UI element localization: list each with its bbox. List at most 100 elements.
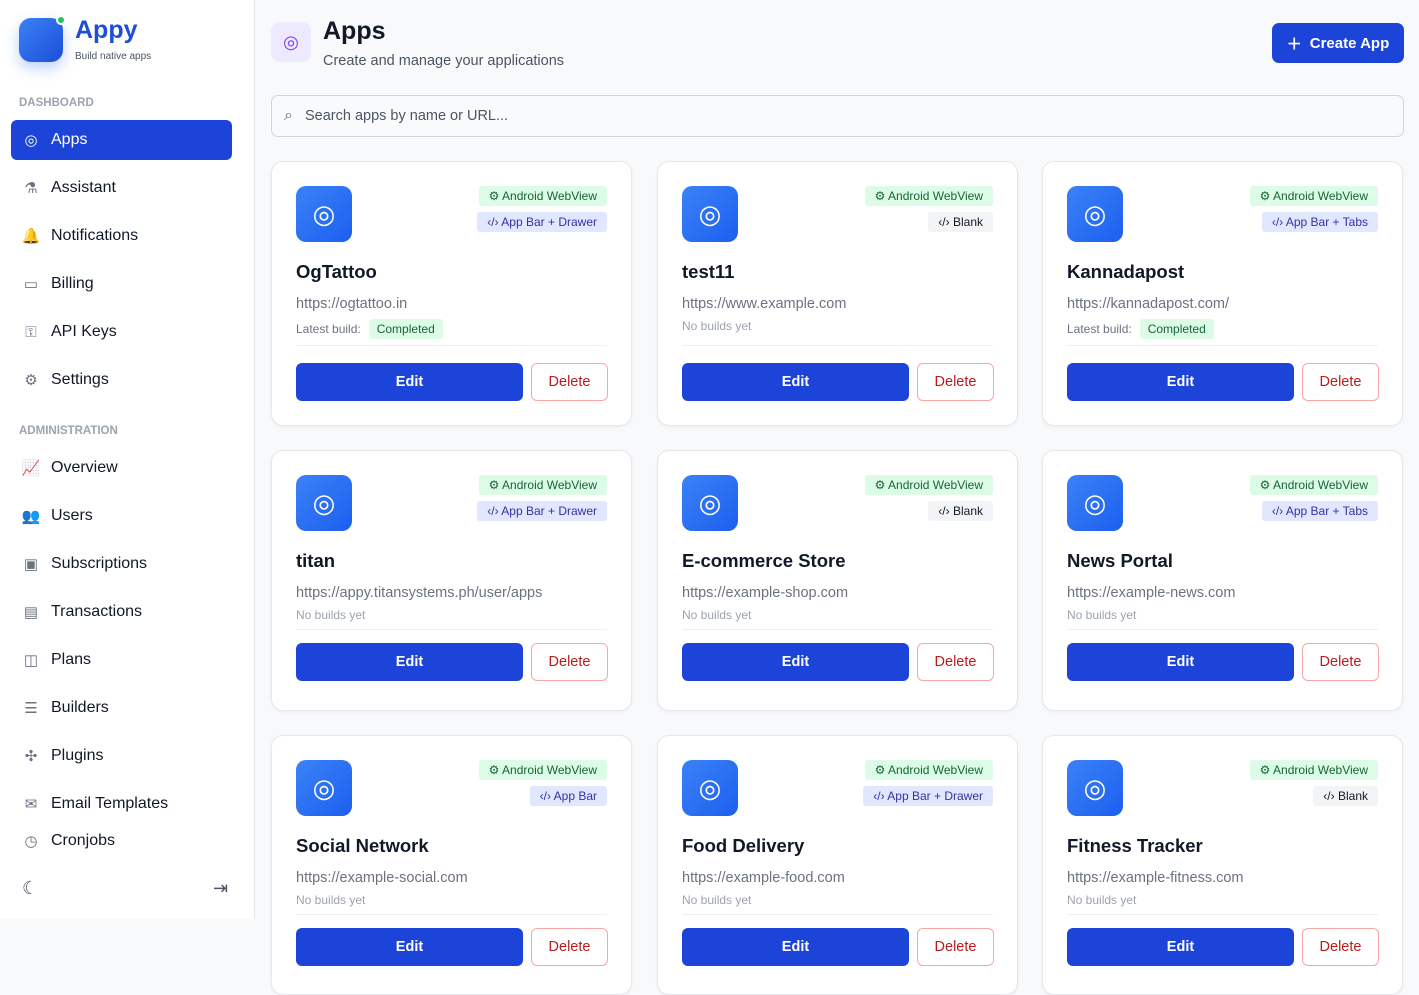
sidebar-item-label: Settings <box>51 371 109 388</box>
sidebar-item-overview[interactable]: 📈 Overview <box>11 448 232 488</box>
edit-button[interactable]: Edit <box>296 363 523 401</box>
divider <box>682 345 993 346</box>
app-url: https://example-shop.com <box>682 585 849 601</box>
sidebar-item-label: API Keys <box>51 323 117 340</box>
section-dashboard: DASHBOARD <box>19 97 94 109</box>
edit-button[interactable]: Edit <box>1067 643 1294 681</box>
divider <box>296 629 607 630</box>
sidebar-item-plans[interactable]: ◫ Plans <box>11 640 232 680</box>
divider <box>296 914 607 915</box>
build-status: No builds yet <box>1067 893 1137 907</box>
app-card: ◎ ⚙ Android WebView ‹/› Blank Fitness Tr… <box>1042 735 1403 995</box>
sidebar-item-users[interactable]: 👥 Users <box>11 496 232 536</box>
platform-badge: ⚙ Android WebView <box>1249 760 1378 780</box>
app-name: Fitness Tracker <box>1067 835 1203 856</box>
divider <box>682 629 993 630</box>
app-url: https://appy.titansystems.ph/user/apps <box>296 585 543 601</box>
app-name: titan <box>296 550 336 571</box>
delete-button[interactable]: Delete <box>917 643 994 681</box>
delete-button[interactable]: Delete <box>531 928 608 966</box>
build-status: No builds yet <box>682 893 752 907</box>
section-administration: ADMINISTRATION <box>19 425 118 437</box>
app-url: https://example-fitness.com <box>1067 870 1244 886</box>
app-name: News Portal <box>1067 550 1173 571</box>
edit-button[interactable]: Edit <box>682 643 909 681</box>
brain-icon: ◎ <box>1067 475 1123 531</box>
brain-icon: ◎ <box>682 760 738 816</box>
sidebar-item-label: Users <box>51 507 93 524</box>
edit-button[interactable]: Edit <box>1067 363 1294 401</box>
delete-button[interactable]: Delete <box>531 643 608 681</box>
template-badge: ‹/› App Bar + Tabs <box>1261 212 1378 232</box>
sidebar-item-email-templates[interactable]: ✉ Email Templates <box>11 784 232 824</box>
sidebar-item-label: Subscriptions <box>51 555 148 572</box>
delete-button[interactable]: Delete <box>1302 363 1379 401</box>
sidebar-item-label: Notifications <box>51 227 139 244</box>
wallet-icon: ▣ <box>23 556 39 573</box>
brain-icon: ◎ <box>24 132 38 149</box>
sidebar-item-subscriptions[interactable]: ▣ Subscriptions <box>11 544 232 584</box>
build-status: No builds yet <box>296 893 366 907</box>
app-name: test11 <box>682 261 735 282</box>
template-badge: ‹/› Blank <box>928 501 993 521</box>
edit-button[interactable]: Edit <box>296 643 523 681</box>
search-bar[interactable]: ⌕ <box>271 95 1404 137</box>
app-card: ◎ ⚙ Android WebView ‹/› App Bar + Drawer… <box>657 735 1018 995</box>
brain-icon: ◎ <box>296 475 352 531</box>
brand-tagline: Build native apps <box>75 51 152 62</box>
sidebar-item-apps[interactable]: ◎ Apps <box>11 120 232 160</box>
delete-button[interactable]: Delete <box>917 363 994 401</box>
delete-button[interactable]: Delete <box>531 363 608 401</box>
search-input[interactable] <box>304 108 1305 124</box>
create-app-button[interactable]: ＋ Create App <box>1272 23 1404 63</box>
logout-icon[interactable]: ⇥ <box>213 878 229 898</box>
edit-button[interactable]: Edit <box>296 928 523 966</box>
app-card: ◎ ⚙ Android WebView ‹/› App Bar + Tabs N… <box>1042 450 1403 711</box>
edit-button[interactable]: Edit <box>682 363 909 401</box>
sidebar-item-label: Email Templates <box>51 795 169 812</box>
app-url: https://example-news.com <box>1067 585 1236 601</box>
sidebar-item-settings[interactable]: ⚙ Settings <box>11 360 232 400</box>
template-badge: ‹/› App Bar + Drawer <box>477 212 607 232</box>
plus-icon: ＋ <box>1286 35 1302 53</box>
dark-mode-moon-icon[interactable]: ☾ <box>22 878 39 898</box>
edit-button[interactable]: Edit <box>1067 928 1294 966</box>
sidebar-item-billing[interactable]: ▭ Billing <box>11 264 232 304</box>
build-status: No builds yet <box>296 608 366 622</box>
credit-card-icon: ▭ <box>23 276 39 293</box>
platform-badge: ⚙ Android WebView <box>478 186 607 206</box>
clock-icon: ◷ <box>24 833 38 850</box>
brain-icon: ◎ <box>271 22 311 62</box>
app-card: ◎ ⚙ Android WebView ‹/› App Bar + Drawer… <box>271 161 632 426</box>
flask-icon: ⚗ <box>24 180 38 197</box>
template-badge: ‹/› App Bar <box>529 786 607 806</box>
sidebar-item-cronjobs[interactable]: ◷ Cronjobs <box>11 832 232 854</box>
page-subtitle: Create and manage your applications <box>323 53 565 69</box>
brain-icon: ◎ <box>296 760 352 816</box>
edit-button[interactable]: Edit <box>682 928 909 966</box>
app-url: https://www.example.com <box>682 296 847 312</box>
sidebar-item-plugins[interactable]: ✣ Plugins <box>11 736 232 776</box>
divider <box>682 914 993 915</box>
latest-build: Latest build: Completed <box>1067 319 1214 339</box>
sidebar-item-api-keys[interactable]: ⚿ API Keys <box>11 312 232 352</box>
sidebar-item-label: Builders <box>51 699 109 716</box>
delete-button[interactable]: Delete <box>1302 928 1379 966</box>
platform-badge: ⚙ Android WebView <box>864 760 993 780</box>
platform-badge: ⚙ Android WebView <box>864 475 993 495</box>
chart-line-icon: 📈 <box>21 460 41 477</box>
sidebar-item-label: Billing <box>51 275 94 292</box>
key-icon: ⚿ <box>25 323 37 341</box>
sidebar-item-transactions[interactable]: ▤ Transactions <box>11 592 232 632</box>
sidebar-item-assistant[interactable]: ⚗ Assistant <box>11 168 232 208</box>
app-name: E-commerce Store <box>682 550 846 571</box>
sidebar-item-builders[interactable]: ☰ Builders <box>11 688 232 728</box>
delete-button[interactable]: Delete <box>917 928 994 966</box>
sidebar-item-label: Transactions <box>51 603 142 620</box>
app-card: ◎ ⚙ Android WebView ‹/› Blank E-commerce… <box>657 450 1018 711</box>
delete-button[interactable]: Delete <box>1302 643 1379 681</box>
bell-icon: 🔔 <box>21 228 41 245</box>
sidebar-item-notifications[interactable]: 🔔 Notifications <box>11 216 232 256</box>
brain-icon: ◎ <box>682 186 738 242</box>
template-badge: ‹/› App Bar + Tabs <box>1261 501 1378 521</box>
